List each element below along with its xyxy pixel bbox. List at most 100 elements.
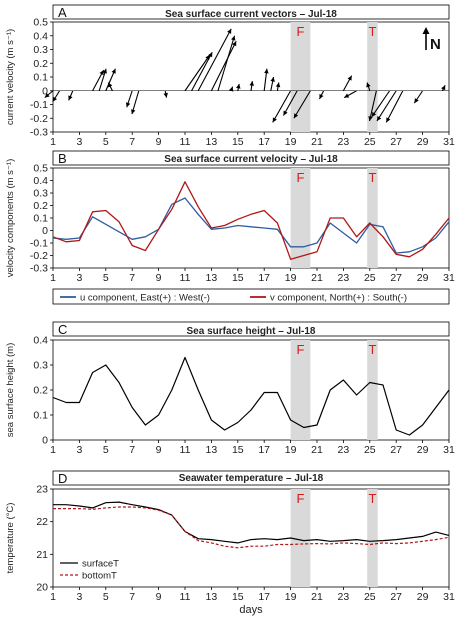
- x-tick-label: 9: [156, 136, 162, 148]
- chart-title: Seawater temperature – Jul-18: [179, 473, 324, 484]
- x-tick-label: 5: [103, 136, 109, 148]
- y-tick-label: 0.1: [33, 72, 48, 84]
- event-label-t: T: [368, 342, 376, 357]
- x-tick-label: 31: [443, 591, 455, 603]
- x-tick-label: 15: [232, 136, 244, 148]
- y-tick-label: 0: [42, 225, 48, 237]
- y-tick-label: -0.3: [30, 263, 48, 275]
- vector-arrowhead: [249, 81, 254, 86]
- y-tick-label: -0.2: [30, 113, 48, 125]
- vector-arrowhead: [275, 82, 281, 88]
- y-axis-label: temperature (°C): [5, 503, 16, 574]
- vector-arrow: [210, 41, 237, 91]
- y-tick-label: 0.5: [33, 17, 48, 29]
- event-band-f: [290, 22, 311, 132]
- x-tick-label: 23: [338, 444, 350, 456]
- panel-header-box: [52, 321, 450, 337]
- x-tick-label: 3: [76, 591, 82, 603]
- x-tick-label: 15: [232, 591, 244, 603]
- panel-a: A Sea surface current vectors – Jul-18 F T -…: [5, 4, 455, 148]
- event-label-f: F: [297, 170, 305, 185]
- vector-arrowhead: [52, 96, 58, 102]
- y-tick-label: 0.3: [33, 44, 48, 56]
- x-tick-label: 7: [129, 444, 135, 456]
- x-tick-label: 19: [285, 444, 297, 456]
- event-label-f: F: [297, 491, 305, 506]
- x-tick-label: 1: [50, 136, 56, 148]
- vector-arrowhead: [441, 85, 446, 91]
- x-tick-label: 25: [364, 591, 376, 603]
- x-tick-label: 13: [206, 444, 218, 456]
- x-tick-label: 23: [338, 136, 350, 148]
- vector-arrowhead: [111, 68, 116, 74]
- vector-arrow: [217, 35, 236, 91]
- x-tick-label: 13: [206, 272, 218, 284]
- y-axis-label: current velocity (m s⁻¹): [5, 29, 16, 125]
- x-tick-label: 15: [232, 272, 244, 284]
- vector-arrowhead: [125, 102, 131, 108]
- plot-frame: [52, 339, 450, 441]
- x-tick-label: 11: [180, 591, 191, 603]
- x-tick-label: 13: [206, 136, 218, 148]
- vector-arrowhead: [293, 113, 299, 119]
- vector-arrowhead: [386, 117, 391, 123]
- chart-title: Sea surface height – Jul-18: [187, 326, 316, 337]
- x-tick-label: 27: [390, 591, 402, 603]
- plot-frame: [52, 167, 450, 269]
- x-tick-label: 27: [390, 136, 402, 148]
- vector-arrow: [293, 90, 311, 119]
- x-tick-label: 19: [285, 272, 297, 284]
- x-tick-label: 3: [76, 136, 82, 148]
- event-band-t: [367, 489, 378, 587]
- panel-header-box: [52, 470, 450, 486]
- legend-entry: v component, North(+) : South(-): [270, 293, 407, 304]
- y-tick-label: -0.1: [30, 238, 48, 250]
- vector-arrowhead: [272, 117, 277, 123]
- vector-arrowhead: [371, 111, 377, 117]
- x-tick-label: 21: [311, 591, 323, 603]
- x-tick-label: 29: [417, 444, 429, 456]
- x-tick-label: 21: [311, 272, 323, 284]
- x-tick-label: 17: [258, 591, 270, 603]
- vector-arrowhead: [208, 52, 213, 58]
- event-band-t: [367, 168, 378, 268]
- x-tick-label: 25: [364, 272, 376, 284]
- y-tick-label: 0.5: [33, 163, 48, 175]
- x-tick-label: 7: [129, 591, 135, 603]
- x-tick-label: 29: [417, 272, 429, 284]
- y-tick-label: 0.2: [33, 200, 48, 212]
- vector-arrowhead: [68, 95, 73, 101]
- x-tick-label: 19: [285, 591, 297, 603]
- event-band-t: [367, 340, 378, 440]
- legend-entry: u component, East(+) : West(-): [80, 293, 210, 304]
- vector-arrowhead: [414, 98, 419, 104]
- x-tick-label: 11: [180, 272, 191, 284]
- vector-arrowhead: [344, 93, 350, 98]
- panel-letter: D: [58, 471, 67, 486]
- y-tick-label: -0.1: [30, 99, 48, 111]
- y-tick-label: 0.1: [33, 410, 48, 422]
- x-tick-label: 5: [103, 272, 109, 284]
- y-tick-label: 0.4: [33, 175, 48, 187]
- x-tick-label: 31: [443, 444, 455, 456]
- x-tick-label: 29: [417, 591, 429, 603]
- y-tick-label: 0.4: [33, 335, 48, 347]
- x-tick-label: 13: [206, 591, 218, 603]
- x-tick-label: 1: [50, 591, 56, 603]
- vector-arrowhead: [270, 77, 275, 82]
- vector-arrow: [282, 90, 298, 116]
- x-tick-label: 21: [311, 444, 323, 456]
- y-tick-label: 0.3: [33, 188, 48, 200]
- vector-arrow: [191, 51, 213, 92]
- vector-arrowhead: [108, 82, 113, 88]
- panel-header-box: [52, 4, 450, 20]
- series-line-1: [53, 501, 450, 544]
- x-tick-label: 7: [129, 136, 135, 148]
- legend-entry: bottomT: [82, 571, 117, 582]
- x-tick-label: 27: [390, 444, 402, 456]
- event-label-t: T: [368, 491, 376, 506]
- x-tick-label: 23: [338, 272, 350, 284]
- y-axis-label: sea surface height (m): [5, 343, 16, 438]
- y-tick-label: 0.2: [33, 58, 48, 70]
- north-label: N: [430, 36, 441, 53]
